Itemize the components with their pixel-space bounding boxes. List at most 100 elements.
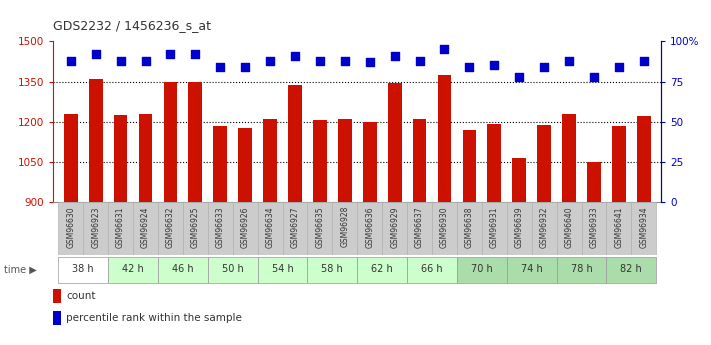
Text: GSM96931: GSM96931 [490,206,499,248]
Bar [164,81,177,345]
Bar [238,128,252,345]
Text: GSM96926: GSM96926 [240,206,250,248]
Point [289,53,301,59]
Point [65,58,77,63]
Bar [114,115,127,345]
Bar [432,202,457,255]
Point [538,64,550,70]
Bar [257,202,282,255]
Text: GSM96633: GSM96633 [215,206,225,248]
Point [364,59,375,65]
Bar [53,310,61,325]
Bar [387,83,402,345]
Bar [208,257,257,283]
Bar [606,257,656,283]
Text: GSM96632: GSM96632 [166,206,175,248]
Text: GSM96636: GSM96636 [365,206,374,248]
Bar [363,121,377,345]
Bar [53,289,61,304]
Bar [213,126,227,345]
Bar [407,257,457,283]
Bar [488,124,501,345]
Bar [507,257,557,283]
Text: GSM96929: GSM96929 [390,206,399,248]
Bar [358,257,407,283]
Bar [338,119,352,345]
Text: 50 h: 50 h [222,264,244,274]
Bar [557,202,582,255]
Bar [188,82,202,345]
Text: GSM96638: GSM96638 [465,206,474,248]
Bar [438,75,451,345]
Bar [457,257,507,283]
Bar [139,114,152,345]
Bar [133,202,158,255]
Bar [58,202,83,255]
Bar [457,202,482,255]
Text: GSM96630: GSM96630 [66,206,75,248]
Bar [282,202,307,255]
Text: 74 h: 74 h [520,264,542,274]
Bar [637,116,651,345]
Point [613,64,624,70]
Point [339,58,351,63]
Text: 62 h: 62 h [371,264,393,274]
Point [215,64,226,70]
Text: 82 h: 82 h [621,264,642,274]
Point [563,58,574,63]
Text: 66 h: 66 h [421,264,443,274]
Bar [108,257,158,283]
Text: GSM96930: GSM96930 [440,206,449,248]
Point [414,58,425,63]
Text: 70 h: 70 h [471,264,493,274]
Text: GSM96933: GSM96933 [589,206,599,248]
Bar [631,202,656,255]
Text: 46 h: 46 h [172,264,193,274]
Bar [307,202,332,255]
Bar [587,162,601,345]
Text: GSM96634: GSM96634 [266,206,274,248]
Text: GSM96640: GSM96640 [565,206,574,248]
Point [513,74,525,79]
Text: GSM96637: GSM96637 [415,206,424,248]
Text: 38 h: 38 h [73,264,94,274]
Text: 42 h: 42 h [122,264,144,274]
Bar [463,130,476,345]
Bar [513,158,526,345]
Point [140,58,151,63]
Text: GSM96639: GSM96639 [515,206,524,248]
Text: 54 h: 54 h [272,264,294,274]
Point [439,47,450,52]
Text: GSM96923: GSM96923 [91,206,100,248]
Bar [412,119,427,345]
Bar [183,202,208,255]
Bar [557,257,606,283]
Bar [507,202,532,255]
Bar [358,202,383,255]
Point [588,74,599,79]
Text: GSM96928: GSM96928 [341,206,349,247]
Point [90,51,102,57]
Point [240,64,251,70]
Bar [307,257,358,283]
Bar [313,120,327,345]
Text: count: count [66,291,95,301]
Bar [383,202,407,255]
Text: GSM96631: GSM96631 [116,206,125,248]
Text: GSM96927: GSM96927 [291,206,299,248]
Bar [407,202,432,255]
Point [115,58,127,63]
Bar [64,114,77,345]
Point [464,64,475,70]
Text: GDS2232 / 1456236_s_at: GDS2232 / 1456236_s_at [53,19,211,32]
Text: GSM96924: GSM96924 [141,206,150,248]
Point [264,58,276,63]
Bar [158,202,183,255]
Text: GSM96934: GSM96934 [639,206,648,248]
Point [638,58,649,63]
Bar [58,257,108,283]
Bar [257,257,307,283]
Text: GSM96932: GSM96932 [540,206,549,248]
Point [165,51,176,57]
Bar [108,202,133,255]
